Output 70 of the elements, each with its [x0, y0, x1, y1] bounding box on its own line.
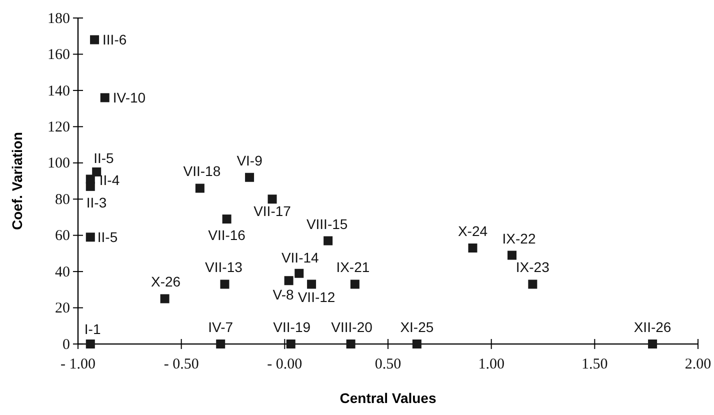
annotation: XI-25 — [400, 319, 434, 335]
point — [245, 172, 254, 182]
annotation: VIII-20 — [331, 319, 373, 335]
y-tick-label: 20 — [55, 300, 70, 317]
point — [412, 340, 422, 348]
x-tick-label: - 0.00 — [267, 356, 302, 373]
annotation: II-5 — [94, 150, 114, 166]
point — [307, 280, 316, 289]
annotation: I-1 — [84, 321, 101, 337]
annotation: V-8 — [272, 286, 294, 303]
point — [286, 340, 296, 348]
annotation: VII-16 — [208, 227, 246, 244]
annotation: VI-9 — [236, 152, 263, 168]
point — [350, 280, 360, 289]
annotation: IV-10 — [112, 90, 146, 106]
point — [294, 268, 304, 278]
y-tick-label: 100 — [48, 156, 70, 172]
point — [216, 340, 226, 348]
y-tick-label: 140 — [48, 83, 70, 100]
y-tick-label: 0 — [62, 336, 70, 353]
annotation: II-5 — [97, 229, 118, 246]
point — [86, 232, 95, 242]
point — [284, 276, 294, 286]
point — [86, 340, 95, 348]
y-axis-title: Coef. Variation — [9, 132, 25, 230]
point — [195, 184, 204, 193]
annotation: VII-14 — [281, 249, 320, 266]
annotation: IX-23 — [516, 259, 550, 276]
point — [324, 236, 333, 246]
point — [528, 280, 538, 289]
annotation: VII-12 — [298, 289, 336, 306]
y-tick-label: 160 — [48, 47, 70, 64]
y-tick-label: 40 — [55, 264, 70, 280]
point — [92, 167, 102, 176]
annotation: II-4 — [99, 172, 120, 188]
x-tick-label: 2.00 — [684, 356, 712, 373]
annotation: II-3 — [86, 194, 107, 210]
point — [468, 244, 478, 253]
x-tick-label: 0.50 — [374, 356, 402, 373]
annotation: IX-22 — [502, 230, 536, 246]
point — [220, 280, 230, 289]
x-tick-label: 1.00 — [478, 356, 504, 373]
annotation: VII-18 — [183, 163, 221, 180]
annotation: X-24 — [458, 223, 488, 240]
annotation: IX-21 — [336, 259, 370, 276]
annotation: VII-19 — [273, 319, 311, 335]
y-tick-label: 120 — [48, 119, 70, 136]
y-tick-label: 180 — [48, 10, 70, 27]
y-tick-label: 60 — [55, 228, 70, 244]
point — [100, 93, 110, 102]
point — [508, 250, 516, 260]
x-axis-title: Central Values — [340, 390, 436, 406]
y-tick-label: 80 — [55, 192, 70, 208]
point — [90, 35, 100, 44]
annotation: X-26 — [151, 274, 181, 290]
annotation: VII-13 — [205, 259, 243, 276]
x-tick-label: 1.50 — [582, 356, 608, 373]
annotation: IV-7 — [208, 319, 234, 335]
point — [346, 340, 356, 348]
point — [222, 214, 232, 224]
point — [648, 340, 658, 348]
point — [268, 194, 277, 204]
annotation: VIII-15 — [306, 216, 348, 232]
x-tick-label: - 1.00 — [60, 356, 96, 373]
point — [86, 182, 95, 191]
annotation: III-6 — [102, 32, 127, 48]
point — [160, 294, 170, 304]
annotation: VII-17 — [254, 203, 292, 220]
x-tick-label: - 0.50 — [164, 356, 199, 373]
annotation: XII-26 — [634, 319, 672, 335]
